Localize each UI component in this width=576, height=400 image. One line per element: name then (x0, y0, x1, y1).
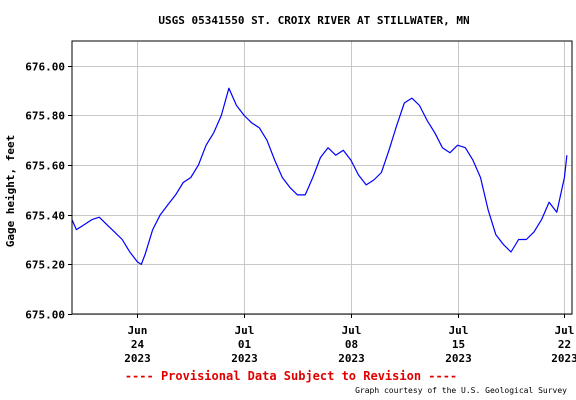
x-axis-ticks: Jun242023Jul012023Jul082023Jul152023Jul2… (124, 314, 576, 365)
x-tick-label: 22 (558, 338, 571, 351)
x-tick-label: Jul (555, 324, 575, 337)
plot-frame (71, 40, 573, 315)
provisional-notice: ---- Provisional Data Subject to Revisio… (125, 369, 457, 383)
x-tick-label: 08 (345, 338, 358, 351)
y-tick-label: 675.20 (25, 259, 65, 272)
chart-title: USGS 05341550 ST. CROIX RIVER AT STILLWA… (158, 14, 469, 27)
x-tick-label: Jul (235, 324, 255, 337)
x-tick-label: 2023 (445, 352, 472, 365)
y-tick-label: 675.80 (25, 110, 65, 123)
x-tick-label: 01 (238, 338, 252, 351)
series-layer (71, 87, 568, 265)
x-tick-label: 2023 (231, 352, 258, 365)
x-tick-label: Jun (128, 324, 148, 337)
y-tick-label: 675.00 (25, 309, 65, 322)
y-tick-label: 676.00 (25, 61, 65, 74)
x-tick-label: 2023 (124, 352, 151, 365)
x-tick-label: Jul (449, 324, 469, 337)
x-tick-label: 24 (131, 338, 145, 351)
x-tick-label: Jul (342, 324, 362, 337)
gage-height-line (71, 87, 568, 265)
y-tick-label: 675.60 (25, 160, 65, 173)
x-tick-label: 2023 (551, 352, 576, 365)
y-axis-ticks: 675.00 675.20 675.40 675.60 675.80 676.00 (25, 61, 72, 322)
x-tick-label: 15 (452, 338, 465, 351)
y-axis-label: Gage height, feet (4, 135, 17, 248)
grid-lines (72, 41, 572, 315)
x-tick-label: 2023 (338, 352, 365, 365)
y-tick-label: 675.40 (25, 210, 65, 223)
graph-credit: Graph courtesy of the U.S. Geological Su… (355, 386, 567, 395)
